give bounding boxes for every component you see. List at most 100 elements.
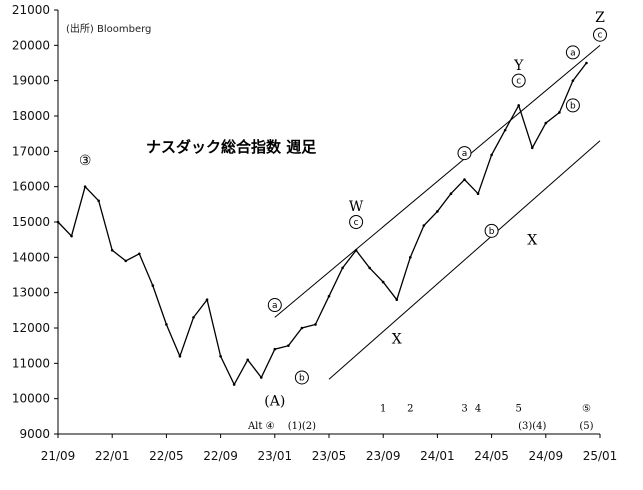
wave-count-label: (5) <box>579 421 593 432</box>
trend-channel <box>274 44 601 380</box>
x-tick-label: 23/05 <box>312 449 347 463</box>
data-point <box>124 259 128 263</box>
wave-marker <box>349 215 364 229</box>
channel-line <box>328 140 601 380</box>
x-tick-label: 24/05 <box>474 449 509 463</box>
wave-counts: Alt ④ (1)(2) 1 2 3 4 5 (3)(4) ⑤ (5) <box>247 404 594 433</box>
wave-marker <box>294 370 309 385</box>
wave-marker <box>484 223 499 238</box>
data-point <box>273 347 277 351</box>
data-point <box>314 323 317 326</box>
x-tick-label: 23/01 <box>258 449 293 463</box>
y-tick-label: 20000 <box>12 38 50 52</box>
wave-count-label: 5 <box>516 404 522 415</box>
y-tick-label: 16000 <box>12 180 50 194</box>
wave-label: b <box>299 373 305 383</box>
data-point <box>463 178 466 181</box>
x-tick-label: 21/09 <box>41 449 76 463</box>
y-tick-label: 10000 <box>12 392 50 406</box>
wave-marker <box>511 73 526 88</box>
x-tick-label: 22/09 <box>203 449 238 463</box>
y-tick-labels: 9000 10000 11000 12000 13000 14000 15000 16000 1… <box>12 3 58 441</box>
chart-title: ナスダック総合指数 週足 <box>146 138 317 156</box>
x-tick-label: 24/01 <box>420 449 455 463</box>
y-tick-label: 11000 <box>12 356 50 370</box>
data-point <box>192 316 195 319</box>
data-point <box>178 354 182 358</box>
wave-marker <box>457 146 472 161</box>
data-point <box>436 210 439 213</box>
y-tick-label: 17000 <box>12 144 50 158</box>
data-point <box>70 234 73 238</box>
wave-label: Z <box>595 10 605 26</box>
wave-count-label: 4 <box>475 404 481 415</box>
y-tick-label: 15000 <box>12 215 50 229</box>
data-point <box>409 256 412 259</box>
wave-label: X <box>527 233 537 249</box>
wave-marker <box>565 45 580 60</box>
wave-label: a <box>272 301 278 311</box>
wave-count-label: Alt ④ <box>247 421 275 432</box>
data-point <box>368 266 371 270</box>
data-point <box>287 344 290 347</box>
data-point <box>97 199 100 203</box>
price-series <box>56 61 588 386</box>
x-tick-label: 23/09 <box>366 449 401 463</box>
wave-labels: ③ Wc a b (A) Xa b Yc Xa b Zc <box>79 10 607 409</box>
y-tick-label: 14000 <box>12 250 50 264</box>
wave-label: b <box>570 101 576 111</box>
data-point <box>259 376 263 379</box>
data-point <box>395 298 399 302</box>
wave-label: X <box>392 332 402 348</box>
wave-count-label: (3)(4) <box>518 421 546 432</box>
wave-label: a <box>570 48 576 58</box>
wave-label: Y <box>513 58 524 74</box>
data-point <box>341 266 344 270</box>
data-point <box>530 146 534 150</box>
wave-label: c <box>354 218 359 228</box>
wave-label: b <box>489 227 495 237</box>
data-point <box>246 358 249 362</box>
wave-count-label: 2 <box>407 404 413 415</box>
data-point <box>544 121 548 125</box>
wave-label: W <box>349 199 364 215</box>
data-point <box>151 284 155 287</box>
data-point <box>83 185 87 188</box>
data-point <box>205 298 209 302</box>
wave-count-label: (1)(2) <box>288 421 316 432</box>
data-point <box>571 79 575 82</box>
data-point <box>449 192 453 196</box>
data-point <box>517 104 520 107</box>
wave-count-label: 1 <box>380 404 386 415</box>
data-point <box>585 61 588 65</box>
wave-label: c <box>516 77 521 87</box>
source-label: (出所) Bloomberg <box>66 22 151 35</box>
data-point <box>422 224 426 227</box>
data-point <box>110 248 114 252</box>
data-point <box>300 326 304 330</box>
x-tick-label: 25/01 <box>583 449 618 463</box>
x-tick-label: 22/05 <box>149 449 184 463</box>
data-point <box>327 294 331 298</box>
y-tick-label: 19000 <box>12 74 50 88</box>
wave-label: a <box>462 149 468 159</box>
data-point <box>490 153 493 157</box>
data-point <box>354 248 358 252</box>
data-point <box>56 220 60 224</box>
wave-count-label: 3 <box>461 404 467 415</box>
data-point <box>219 354 222 358</box>
data-point <box>558 111 561 114</box>
y-tick-label: 9000 <box>19 427 50 441</box>
x-tick-label: 22/01 <box>95 449 130 463</box>
wave-label: (A) <box>264 393 285 409</box>
wave-marker <box>565 98 580 113</box>
wave-count-label: ⑤ <box>582 404 591 415</box>
wave-label: ③ <box>79 153 92 169</box>
wave-marker <box>267 298 282 313</box>
wave-marker <box>593 27 607 42</box>
data-point <box>165 323 168 326</box>
y-tick-label: 18000 <box>12 109 50 123</box>
data-point <box>476 192 480 196</box>
y-tick-label: 12000 <box>12 321 50 335</box>
